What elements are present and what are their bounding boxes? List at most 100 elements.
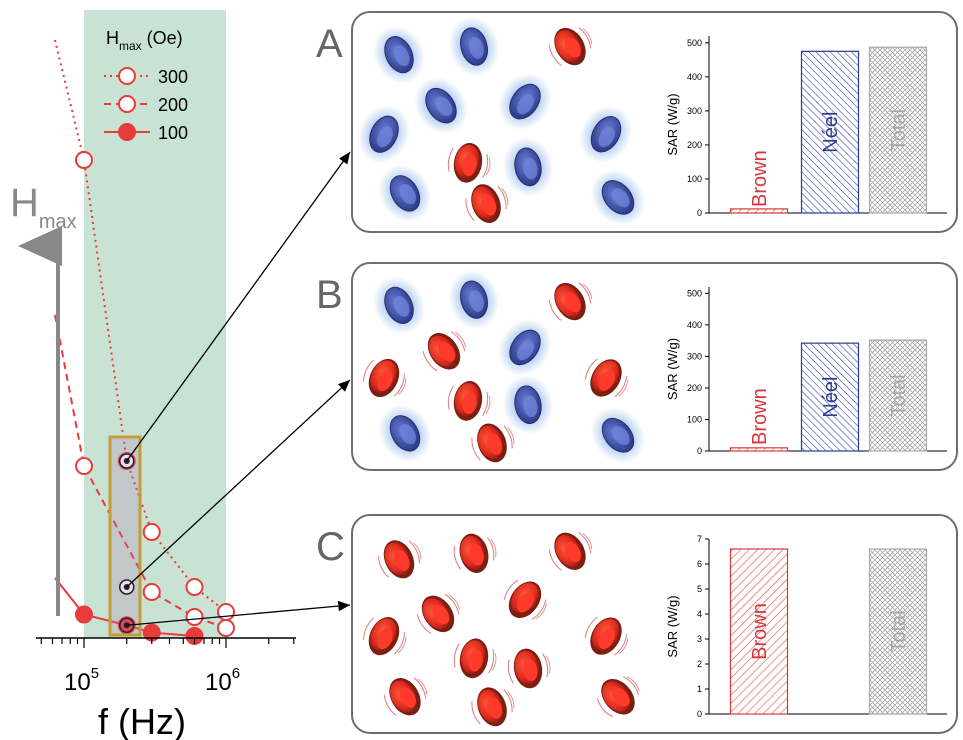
legend-marker-200 (118, 95, 136, 113)
bar-y-tick-label: 400 (687, 72, 702, 82)
red-particle-icon (383, 677, 428, 717)
red-particle-icon (453, 533, 497, 573)
panel-A: A 0 100 200 300 400 500 SAR (W/g) Brown Néel Total (316, 11, 958, 233)
legend-title: Hmax (Oe) (106, 28, 183, 53)
bar-y-tick-label: 100 (687, 414, 702, 424)
panel-C: C 0 1 2 3 4 5 6 7 SAR (W/g) Brown Total (316, 514, 958, 734)
panel-letter: C (316, 525, 345, 569)
red-particle-icon (447, 381, 491, 421)
bar-total (868, 339, 928, 452)
panel-letter: A (316, 22, 343, 66)
bar-label-total: Total (888, 374, 910, 416)
data-point-300-3 (185, 578, 204, 596)
data-point-200-3 (217, 619, 235, 637)
red-particle-icon (378, 540, 422, 579)
bar-y-tick-label: 0 (697, 709, 702, 719)
red-particle-icon (363, 358, 407, 398)
data-point-300-2 (142, 523, 161, 541)
bar-y-tick-label: 0 (697, 446, 702, 456)
red-particle-icon (596, 676, 640, 718)
bar-y-tick-label: 200 (687, 140, 702, 150)
red-particle-icon (548, 531, 593, 571)
blue-particle-icon (378, 404, 432, 463)
red-particle-icon (584, 616, 629, 656)
bar-total (868, 548, 928, 715)
blue-particle-icon (590, 407, 646, 464)
red-particle-icon (471, 687, 515, 727)
left-scatter-plot: 105 106 f (Hz) Hmax Hmax (Oe) 300 200 10… (10, 10, 296, 740)
bar-y-tick-label: 300 (687, 351, 702, 361)
bar-y-tick-label: 3 (697, 634, 702, 644)
blue-particle-icon (502, 137, 554, 197)
red-particle-icon (447, 142, 491, 183)
data-point-300-0 (75, 151, 93, 169)
bar-y-tick-label: 500 (687, 288, 702, 298)
red-particle-icon (465, 184, 509, 223)
legend-marker-100 (118, 123, 136, 141)
bar-néel (800, 50, 860, 214)
x-axis-ticks (40, 638, 295, 648)
bar-y-tick-label: 300 (687, 106, 702, 116)
bar-y-tick-label: 1 (697, 684, 702, 694)
sar-bar-chart-C: 0 1 2 3 4 5 6 7 SAR (W/g) Brown Total (665, 534, 947, 719)
blue-particle-icon (358, 105, 410, 164)
legend-marker-300 (118, 67, 136, 85)
red-particle-icon (453, 638, 497, 679)
bar-y-tick-label: 400 (687, 320, 702, 330)
bar-brown (729, 447, 789, 452)
data-point-100-0 (75, 605, 93, 624)
callout-arrow-0 (126, 151, 351, 462)
bar-label-total: Total (888, 109, 910, 151)
red-particle-icon (548, 27, 593, 66)
bar-label-brown: Brown (749, 603, 771, 660)
callout-arrows (126, 151, 351, 626)
bar-brown (729, 208, 789, 214)
bar-y-tick-label: 6 (697, 559, 702, 569)
panel-frame (351, 514, 958, 734)
bar-y-tick-label: 4 (697, 609, 702, 619)
sar-bar-chart-B: 0 100 200 300 400 500 SAR (W/g) Brown Néel Total (665, 287, 947, 456)
legend-label-300: 300 (158, 67, 188, 87)
bar-y-axis-label: SAR (W/g) (665, 93, 680, 155)
bar-y-axis-label: SAR (W/g) (665, 595, 680, 657)
data-point-200-0 (75, 457, 93, 475)
bar-y-tick-label: 7 (697, 534, 702, 544)
data-point-200-1 (142, 583, 161, 601)
bar-label-brown: Brown (749, 150, 771, 207)
red-particle-icon (416, 593, 460, 634)
blue-particle-icon (414, 77, 468, 135)
bar-y-tick-label: 200 (687, 383, 702, 393)
bar-total (868, 46, 928, 214)
data-point-200-2 (185, 608, 204, 626)
series-line-300 (54, 39, 227, 613)
bar-y-axis-label: SAR (W/g) (665, 338, 680, 400)
bar-y-tick-label: 5 (697, 584, 702, 594)
legend-label-200: 200 (158, 95, 188, 115)
panel-letter: B (316, 273, 343, 317)
blue-particle-icon (448, 16, 500, 77)
bar-y-tick-label: 2 (697, 659, 702, 669)
bar-label-brown: Brown (749, 388, 771, 445)
bar-y-tick-label: 100 (687, 174, 702, 184)
red-particle-icon (503, 579, 547, 620)
blue-particle-icon (378, 164, 432, 223)
red-particle-icon (584, 358, 629, 398)
x-axis-label: f (Hz) (98, 701, 186, 740)
red-particle-icon (422, 331, 466, 372)
bar-label-néel: Néel (820, 376, 842, 417)
bar-label-total: Total (888, 610, 910, 652)
bar-y-tick-label: 0 (697, 208, 702, 218)
callout-arrow-2 (126, 600, 351, 626)
x-tick-label-1e5: 105 (64, 665, 99, 696)
legend-label-100: 100 (158, 123, 188, 143)
blue-particle-icon (498, 73, 552, 131)
highlight-box (108, 435, 142, 637)
blue-particle-icon (498, 318, 552, 376)
red-particle-icon (363, 617, 407, 656)
scatter-series-group (54, 39, 235, 645)
bar-label-néel: Néel (820, 112, 842, 153)
blue-particle-icon (448, 269, 500, 330)
bar-y-tick-label: 500 (687, 38, 702, 48)
